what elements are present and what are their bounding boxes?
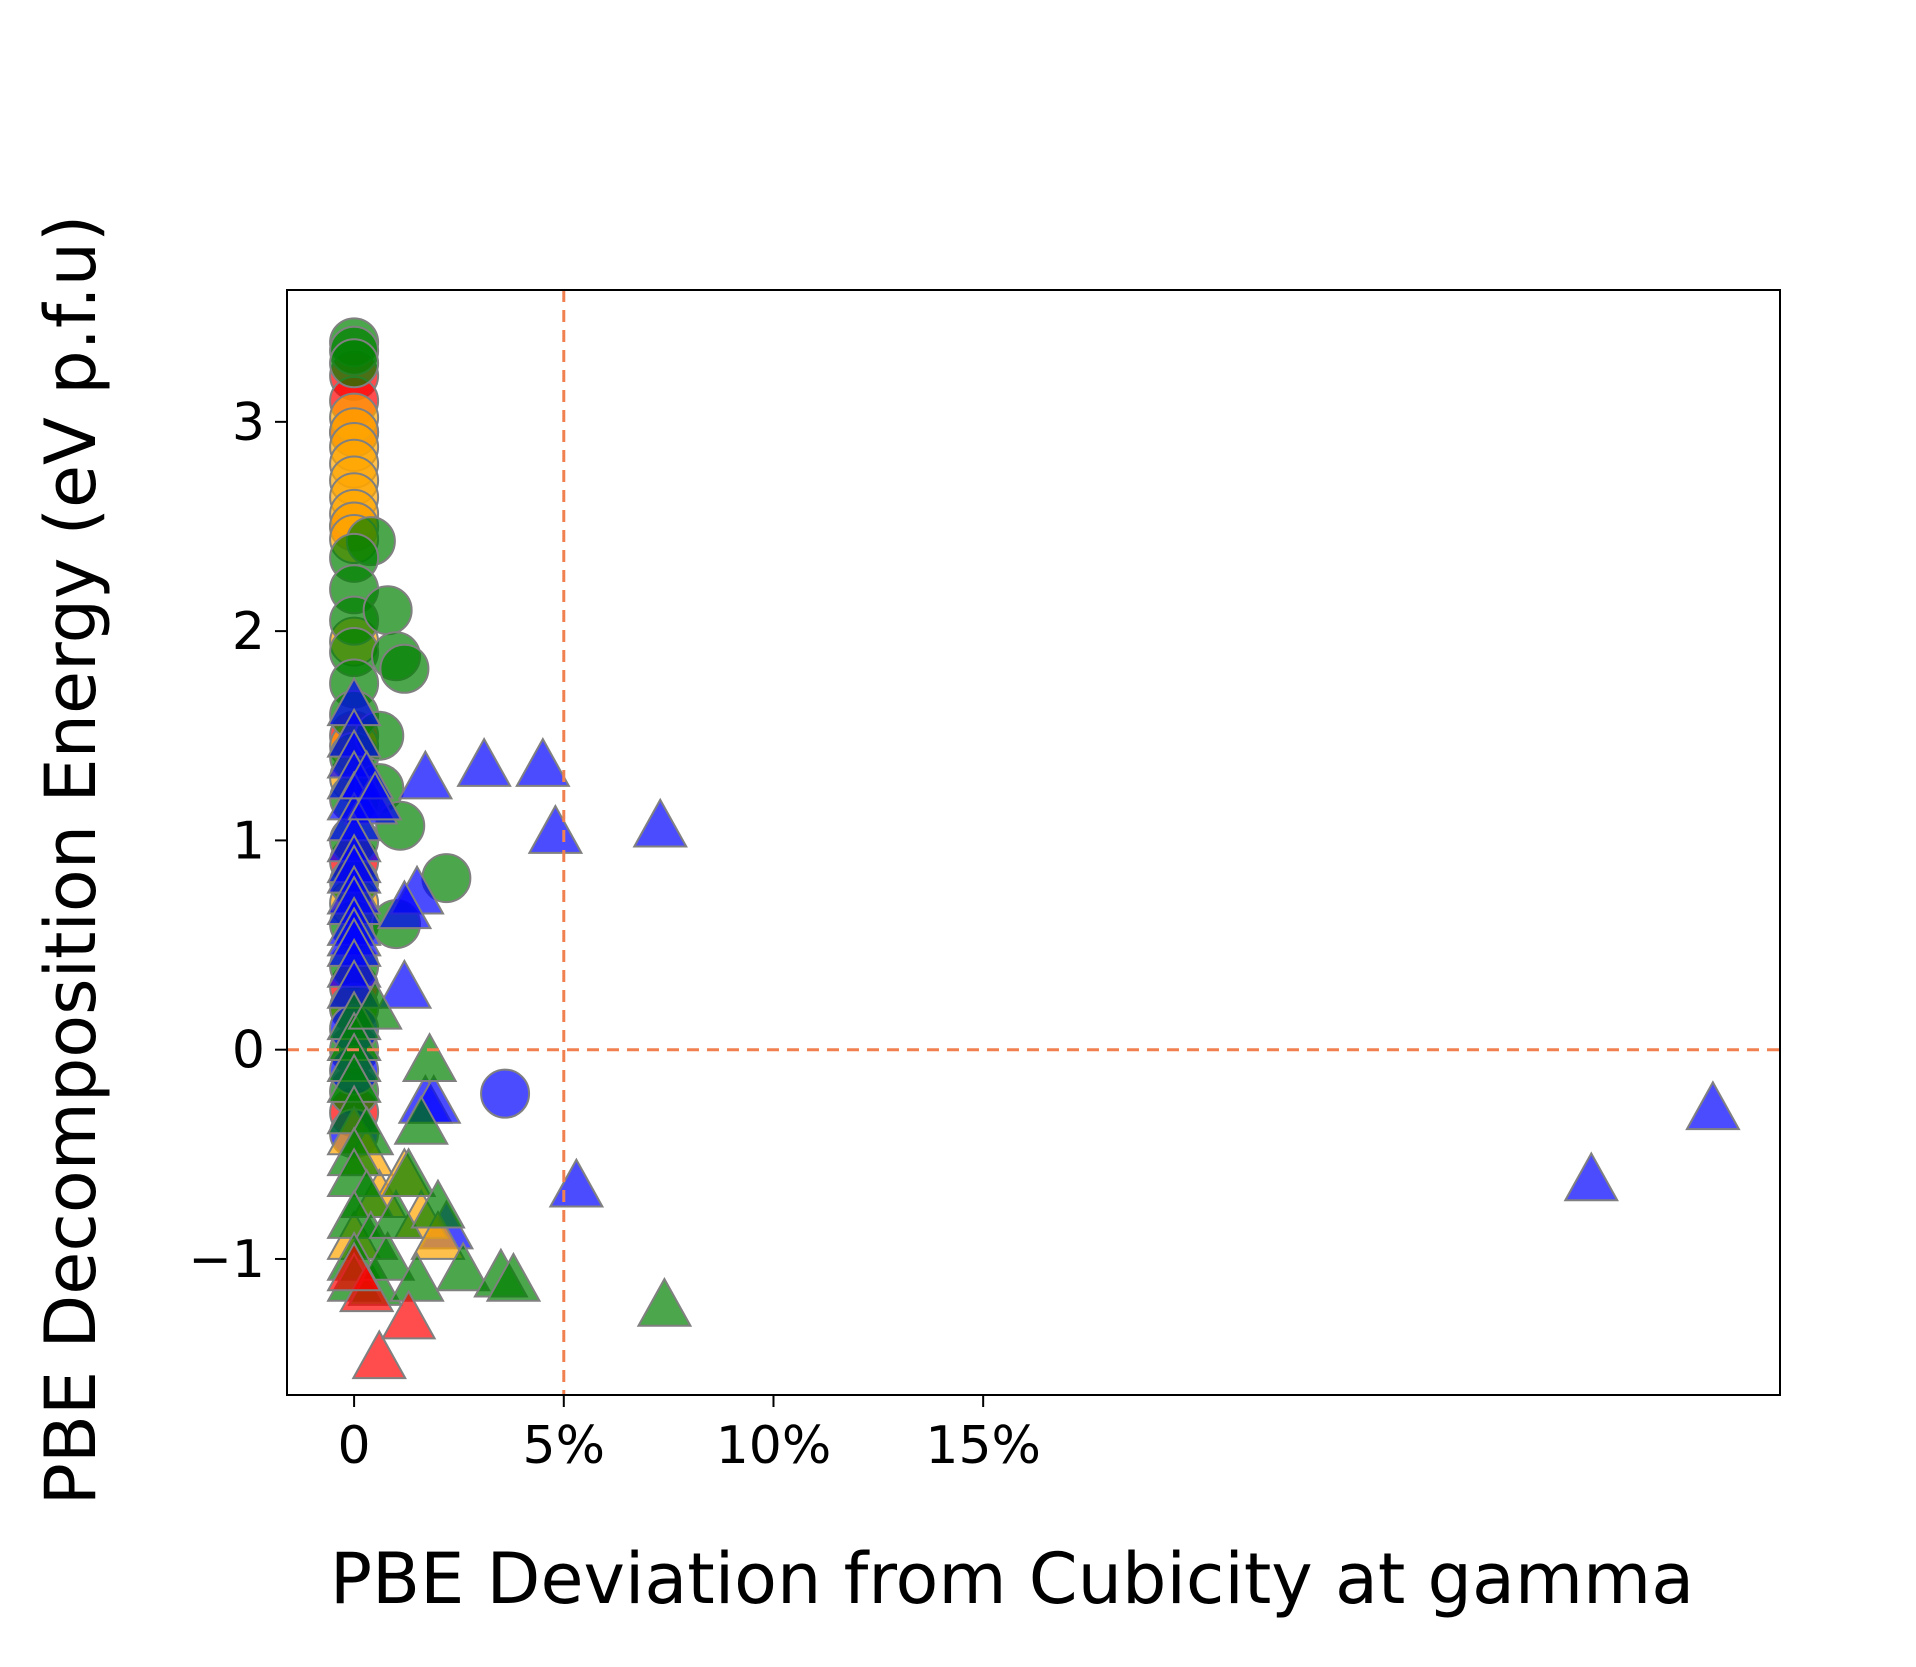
data-point-triangle [527,803,584,854]
data-point-triangle [410,1209,466,1260]
data-point-triangle [389,1251,445,1302]
markers-layer [326,317,1741,1380]
y-tick-label: 3 [232,393,265,453]
data-point-triangle [380,1147,437,1198]
data-point-circle [329,338,380,389]
reference-lines [287,290,1780,1395]
data-point-triangle [380,1289,437,1340]
data-point-triangle [515,737,571,787]
x-axis-ticks: 0 5% 10% 15% [338,1395,1041,1476]
data-point-triangle [632,797,688,848]
data-point-triangle [401,1032,458,1082]
data-point-triangle [397,749,454,800]
data-point-triangle [347,770,403,821]
data-point-triangle [485,1251,542,1302]
data-point-triangle [636,1276,693,1327]
x-tick-label: 10% [716,1416,832,1476]
data-point-triangle [410,1178,466,1229]
data-point-triangle [347,979,403,1030]
data-point-circle [362,585,413,636]
data-point-triangle [456,737,512,787]
x-axis-title: PBE Deviation from Cubicity at gamma [330,1538,1694,1620]
data-point-triangle [351,1329,407,1380]
data-point-triangle [376,958,433,1009]
data-point-triangle [376,879,433,930]
x-tick-label: 5% [523,1416,606,1476]
plot-frame [286,289,1781,1396]
data-point-triangle [435,1241,491,1292]
y-axis-title: PBE Decomposition Energy (eV p.f.u) [30,215,112,1506]
data-point-triangle [368,1189,424,1239]
data-point-triangle [548,1157,605,1208]
y-tick-label: 2 [232,602,265,662]
data-point-triangle [359,1230,416,1281]
y-tick-label: 1 [232,811,265,871]
data-point-triangle [1563,1151,1619,1202]
data-point-circle [379,643,430,694]
x-tick-label: 0 [338,1416,371,1476]
x-tick-label: 15% [925,1416,1041,1476]
data-point-triangle [326,1241,382,1292]
y-axis-ticks: −1 0 1 2 3 [188,393,287,1290]
y-tick-label: 0 [232,1021,265,1081]
data-point-triangle [393,1094,449,1145]
data-point-triangle [1685,1080,1741,1131]
data-point-circle [480,1068,531,1119]
y-tick-label: −1 [188,1230,265,1290]
